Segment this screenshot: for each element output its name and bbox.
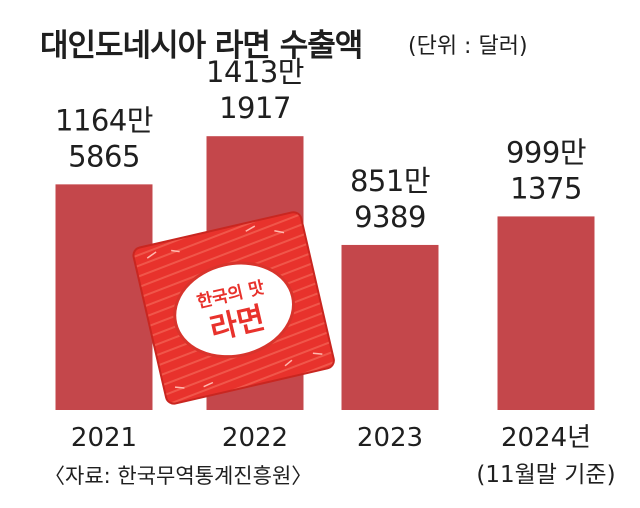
value-label-2024년-line1: 999만 — [506, 135, 586, 169]
value-label-2022-line1: 1413만 — [206, 55, 304, 89]
value-label-2022-line2: 1917 — [219, 91, 291, 125]
value-label-2024년-line2: 1375 — [510, 171, 582, 205]
category-ticks-layer: 2021 2022 2023 2024년 (11월말 기준) — [71, 423, 616, 488]
bar-2023 — [341, 244, 439, 410]
value-label-2021-line1: 1164만 — [55, 103, 153, 137]
category-note-2024년: (11월말 기준) — [476, 462, 615, 488]
category-tick-2022: 2022 — [222, 423, 288, 453]
value-label-2021-line2: 5865 — [68, 139, 140, 173]
value-label-2023-line2: 9389 — [354, 200, 426, 234]
category-tick-2023: 2023 — [357, 423, 423, 453]
bar-2021 — [55, 184, 153, 410]
value-label-2023-line1: 851만 — [350, 164, 430, 198]
ramen-package-icon: 한국의 맛 라면 — [132, 211, 335, 405]
category-tick-2024년: 2024년 — [501, 423, 591, 453]
source-note: 〈자료: 한국무역통계진흥원〉 — [44, 464, 313, 488]
bar-2024년 — [497, 216, 595, 410]
category-tick-2021: 2021 — [71, 423, 137, 453]
unit-label: (단위 : 달러) — [408, 34, 528, 59]
chart-title: 대인도네시아 라면 수출액 — [40, 28, 363, 64]
